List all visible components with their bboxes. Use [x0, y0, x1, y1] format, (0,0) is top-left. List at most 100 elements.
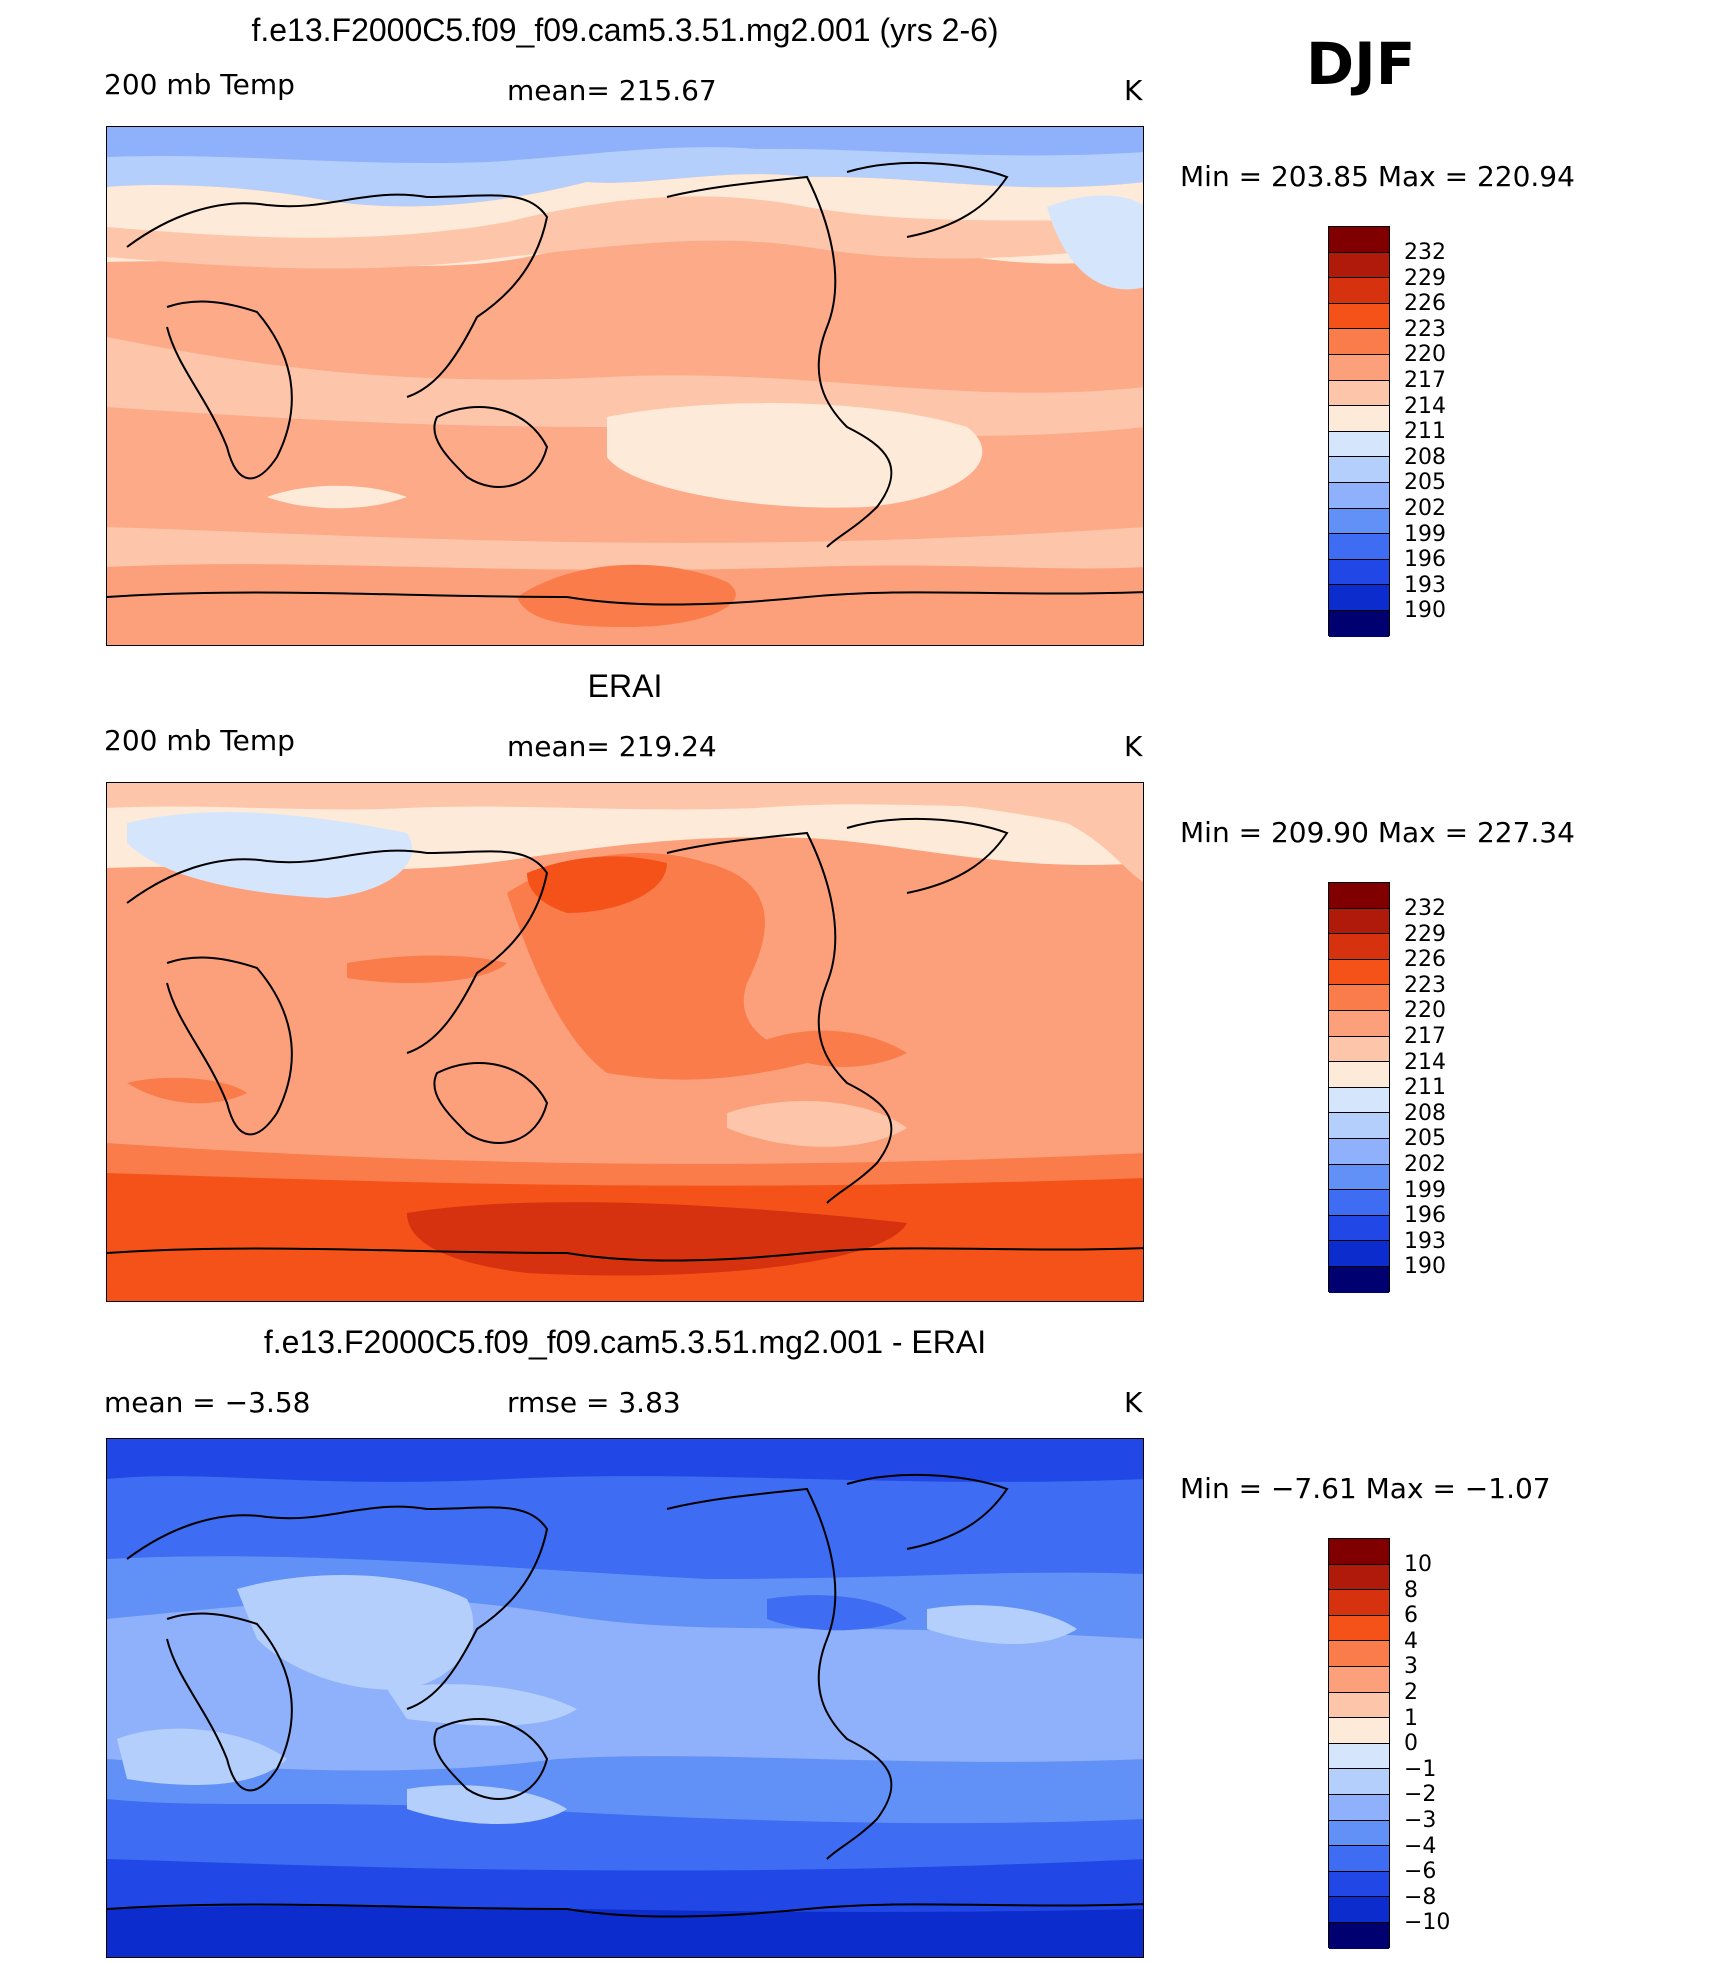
colorbar-segment	[1329, 406, 1389, 432]
colorbar-tick: −10	[1404, 1910, 1451, 1935]
colorbar-segment	[1329, 354, 1389, 381]
colorbar-segment	[1329, 534, 1389, 560]
colorbar-segment	[1329, 1036, 1389, 1063]
colorbar-tick: 196	[1404, 547, 1446, 572]
colorbar-segment	[1329, 457, 1389, 483]
colorbar-tick: 199	[1404, 1178, 1446, 1203]
colorbar-tick: 2	[1404, 1680, 1418, 1705]
colorbar-tick: −4	[1404, 1834, 1437, 1859]
colorbar-tick: 226	[1404, 291, 1446, 316]
colorbar-segment	[1329, 1641, 1389, 1667]
panel1-title: f.e13.F2000C5.f09_f09.cam5.3.51.mg2.001 …	[251, 12, 999, 48]
colorbar-segment	[1329, 278, 1389, 304]
colorbar-segment	[1329, 1138, 1389, 1165]
colorbar-segment	[1329, 508, 1389, 535]
colorbar-segment	[1329, 1743, 1389, 1770]
panel1-minmax: Min = 203.85 Max = 220.94	[1180, 160, 1575, 193]
colorbar-segment	[1329, 1113, 1389, 1139]
colorbar-tick: 229	[1404, 266, 1446, 291]
panel2-map	[106, 782, 1144, 1302]
colorbar-tick: −2	[1404, 1782, 1437, 1807]
colorbar-segment	[1329, 303, 1389, 330]
colorbar-tick: 211	[1404, 1075, 1446, 1100]
colorbar-segment	[1329, 585, 1389, 611]
colorbar-segment	[1329, 1215, 1389, 1242]
colorbar-segment	[1329, 1769, 1389, 1795]
colorbar-segment	[1329, 908, 1389, 935]
colorbar-segment	[1329, 252, 1389, 279]
colorbar-segment	[1329, 1871, 1389, 1898]
colorbar-tick: 220	[1404, 342, 1446, 367]
panel1-map	[106, 126, 1144, 646]
season-label: DJF	[1306, 30, 1416, 98]
panel1-mean-label: mean= 215.67	[507, 74, 717, 107]
colorbar-tick: 202	[1404, 1152, 1446, 1177]
colorbar-tick: 223	[1404, 317, 1446, 342]
colorbar-segment	[1329, 610, 1389, 637]
colorbar-segment	[1329, 1564, 1389, 1591]
colorbar-segment	[1329, 1266, 1389, 1293]
panel3-minmax: Min = −7.61 Max = −1.07	[1180, 1472, 1551, 1505]
colorbar-tick: 3	[1404, 1654, 1418, 1679]
colorbar-tick: 217	[1404, 1024, 1446, 1049]
colorbar-tick: 196	[1404, 1203, 1446, 1228]
colorbar-tick: 232	[1404, 240, 1446, 265]
colorbar-tick: 232	[1404, 896, 1446, 921]
colorbar-segment	[1329, 1794, 1389, 1821]
colorbar-segment	[1329, 883, 1389, 909]
panel2-minmax: Min = 209.90 Max = 227.34	[1180, 816, 1575, 849]
panel3-colorbar	[1328, 1538, 1390, 1949]
colorbar-tick: −6	[1404, 1859, 1437, 1884]
colorbar-segment	[1329, 1087, 1389, 1114]
colorbar-segment	[1329, 1820, 1389, 1847]
colorbar-tick: 4	[1404, 1629, 1418, 1654]
colorbar-segment	[1329, 431, 1389, 458]
colorbar-tick: 193	[1404, 1229, 1446, 1254]
colorbar-segment	[1329, 1241, 1389, 1267]
colorbar-tick: −3	[1404, 1808, 1437, 1833]
colorbar-tick: 6	[1404, 1603, 1418, 1628]
colorbar-segment	[1329, 934, 1389, 960]
colorbar-segment	[1329, 1666, 1389, 1693]
panel1-variable-label: 200 mb Temp	[104, 68, 295, 101]
colorbar-segment	[1329, 380, 1389, 407]
colorbar-tick: 193	[1404, 573, 1446, 598]
colorbar-tick: 202	[1404, 496, 1446, 521]
colorbar-segment	[1329, 559, 1389, 586]
colorbar-segment	[1329, 1539, 1389, 1565]
colorbar-segment	[1329, 1718, 1389, 1744]
panel2-mean-label: mean= 219.24	[507, 730, 717, 763]
panel2-units-label: K	[1124, 730, 1143, 763]
colorbar-segment	[1329, 959, 1389, 986]
panel3-map	[106, 1438, 1144, 1958]
panel1-units-label: K	[1124, 74, 1143, 107]
colorbar-tick: 214	[1404, 394, 1446, 419]
colorbar-tick: 205	[1404, 1126, 1446, 1151]
colorbar-tick: 190	[1404, 1254, 1446, 1279]
panel3-mean-label: mean = −3.58	[104, 1386, 311, 1419]
panel2-variable-label: 200 mb Temp	[104, 724, 295, 757]
panel3-title: f.e13.F2000C5.f09_f09.cam5.3.51.mg2.001 …	[263, 1324, 987, 1360]
colorbar-tick: 0	[1404, 1731, 1418, 1756]
colorbar-tick: 217	[1404, 368, 1446, 393]
colorbar-tick: 208	[1404, 445, 1446, 470]
panel1-colorbar	[1328, 226, 1390, 637]
colorbar-segment	[1329, 329, 1389, 355]
colorbar-segment	[1329, 1897, 1389, 1923]
colorbar-tick: 8	[1404, 1578, 1418, 1603]
colorbar-tick: −8	[1404, 1885, 1437, 1910]
colorbar-tick: 208	[1404, 1101, 1446, 1126]
colorbar-tick: 205	[1404, 470, 1446, 495]
panel3-units-label: K	[1124, 1386, 1143, 1419]
colorbar-tick: 229	[1404, 922, 1446, 947]
colorbar-segment	[1329, 1615, 1389, 1642]
colorbar-segment	[1329, 1062, 1389, 1088]
panel3-rmse-label: rmse = 3.83	[507, 1386, 681, 1419]
colorbar-tick: 226	[1404, 947, 1446, 972]
colorbar-segment	[1329, 1590, 1389, 1616]
colorbar-tick: 220	[1404, 998, 1446, 1023]
colorbar-tick: 211	[1404, 419, 1446, 444]
colorbar-segment	[1329, 1922, 1389, 1949]
panel2-title: ERAI	[587, 668, 663, 704]
colorbar-segment	[1329, 482, 1389, 509]
